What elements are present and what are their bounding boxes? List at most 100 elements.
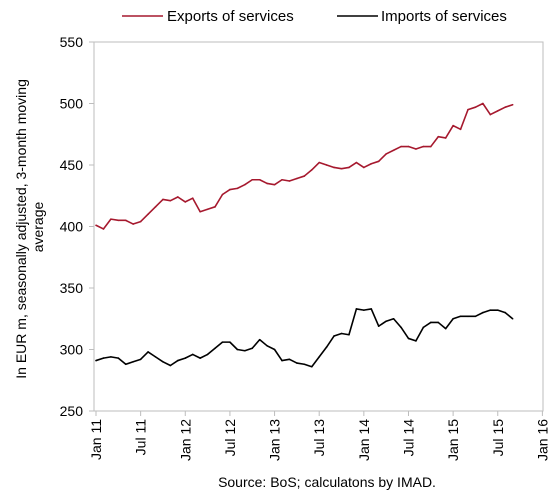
data-point-exports-of-services (214, 206, 216, 208)
y-tick-label: 500 (60, 96, 84, 112)
data-point-imports-of-services (333, 335, 335, 337)
y-axis-title-line-2: average (30, 201, 46, 252)
data-point-exports-of-services (184, 201, 187, 203)
data-point-imports-of-services (296, 362, 298, 364)
data-point-exports-of-services (296, 177, 298, 180)
x-tick-label: Jul 13 (311, 419, 327, 457)
data-point-imports-of-services (504, 311, 507, 314)
legend-label-exports: Exports of services (167, 8, 294, 25)
data-point-exports-of-services (318, 161, 321, 164)
y-tick-label: 450 (60, 157, 84, 173)
data-point-exports-of-services (370, 162, 373, 165)
data-point-exports-of-services (132, 223, 134, 225)
data-point-exports-of-services (162, 198, 164, 201)
data-point-imports-of-services (377, 325, 380, 327)
data-point-imports-of-services (415, 340, 417, 342)
data-point-exports-of-services (348, 166, 350, 169)
data-point-exports-of-services (191, 197, 194, 200)
y-axis-title-line-1: In EUR m, seasonally adjusted, 3-month m… (13, 79, 29, 379)
data-point-imports-of-services (236, 348, 239, 351)
data-point-exports-of-services (177, 196, 179, 198)
source-note: Source: BoS; calculatons by IMAD. (218, 474, 436, 490)
x-tick-label: Jan 13 (267, 419, 283, 461)
x-tick-label: Jan 14 (356, 419, 372, 461)
data-point-exports-of-services (452, 124, 454, 127)
data-point-imports-of-services (169, 364, 172, 367)
data-point-exports-of-services (258, 178, 261, 181)
data-point-imports-of-services (258, 338, 261, 341)
data-point-exports-of-services (400, 145, 402, 148)
data-point-exports-of-services (251, 178, 254, 181)
data-point-imports-of-services (154, 356, 157, 358)
x-tick-label: Jan 15 (445, 419, 461, 461)
data-point-imports-of-services (496, 309, 499, 311)
x-tick-label: Jan 11 (88, 419, 104, 460)
y-tick-label: 250 (60, 403, 84, 419)
data-point-exports-of-services (288, 180, 291, 182)
data-point-exports-of-services (459, 128, 462, 131)
data-point-exports-of-services (422, 145, 425, 148)
data-point-exports-of-services (310, 169, 313, 171)
data-point-exports-of-services (102, 228, 105, 230)
x-tick-label: Jan 12 (177, 419, 193, 461)
data-point-exports-of-services (199, 210, 201, 213)
data-point-exports-of-services (496, 110, 499, 112)
data-point-imports-of-services (266, 345, 268, 347)
plot-area: 250 300 350 400 450 500 550 Jan 11 Jul 11 Jan 12 J… (60, 34, 551, 461)
series-line-imports-of-services (95, 308, 514, 368)
x-tick-label: Jul 14 (400, 419, 416, 457)
data-point-exports-of-services (169, 199, 172, 202)
data-point-exports-of-services (95, 224, 97, 227)
data-point-exports-of-services (206, 208, 209, 211)
data-point-imports-of-services (340, 332, 343, 335)
data-point-exports-of-services (392, 149, 395, 152)
data-point-imports-of-services (407, 337, 410, 340)
data-point-exports-of-services (333, 166, 335, 169)
data-point-imports-of-services (482, 311, 484, 314)
data-point-imports-of-services (214, 347, 216, 350)
plot-frame (93, 41, 544, 412)
data-point-imports-of-services (110, 356, 112, 358)
data-point-imports-of-services (244, 349, 246, 352)
data-point-exports-of-services (221, 193, 224, 196)
data-point-imports-of-services (251, 347, 254, 350)
y-tick-label: 400 (60, 219, 84, 235)
data-point-imports-of-services (288, 358, 291, 361)
data-point-exports-of-services (117, 219, 120, 222)
data-point-imports-of-services (511, 317, 514, 320)
data-point-imports-of-services (348, 333, 350, 336)
data-point-exports-of-services (124, 219, 127, 222)
data-point-exports-of-services (340, 167, 343, 170)
data-point-imports-of-services (325, 346, 328, 348)
data-point-exports-of-services (281, 178, 283, 181)
data-point-exports-of-services (154, 206, 157, 208)
data-point-exports-of-services (407, 145, 410, 148)
data-point-exports-of-services (244, 183, 246, 186)
x-tick-label: Jul 11 (133, 419, 149, 456)
y-tick-label: 350 (60, 280, 84, 296)
data-point-exports-of-services (363, 166, 365, 169)
data-point-exports-of-services (504, 106, 507, 108)
data-point-imports-of-services (370, 308, 373, 310)
y-tick-label: 300 (60, 342, 84, 358)
data-point-imports-of-services (102, 357, 105, 359)
data-point-imports-of-services (184, 357, 187, 359)
legend-item-exports: Exports of services (122, 8, 294, 25)
data-point-imports-of-services (430, 321, 432, 324)
data-point-imports-of-services (273, 348, 276, 351)
data-point-exports-of-services (385, 153, 387, 155)
series-imports-of-services (95, 308, 514, 368)
legend-label-imports: Imports of services (381, 8, 507, 25)
data-point-imports-of-services (489, 309, 492, 311)
data-point-imports-of-services (310, 365, 313, 368)
data-point-imports-of-services (117, 357, 120, 359)
data-point-exports-of-services (430, 145, 432, 148)
y-axis-title: In EUR m, seasonally adjusted, 3-month m… (13, 75, 46, 378)
data-point-imports-of-services (177, 359, 179, 362)
data-point-exports-of-services (273, 183, 276, 186)
data-point-imports-of-services (355, 308, 358, 310)
data-point-imports-of-services (221, 341, 224, 343)
data-point-imports-of-services (437, 321, 440, 324)
data-point-imports-of-services (363, 309, 365, 311)
